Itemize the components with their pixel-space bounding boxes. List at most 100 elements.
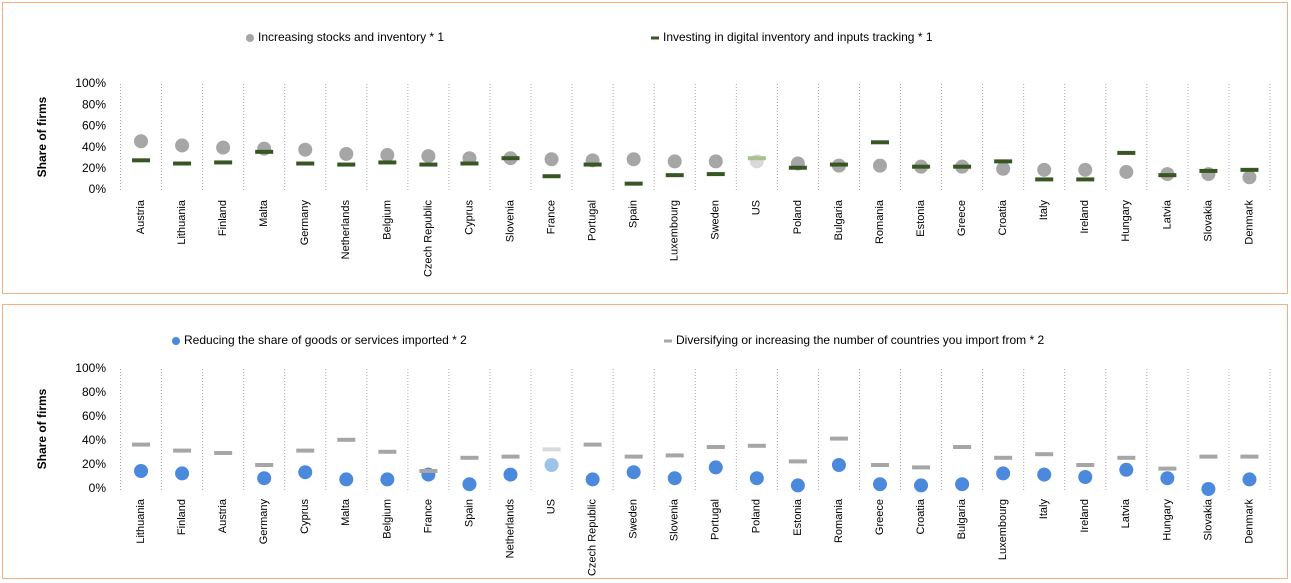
x-tick-label: Germany	[258, 499, 270, 545]
dot	[297, 464, 314, 481]
y-tick-label: 40%	[82, 433, 106, 447]
dot	[830, 457, 847, 473]
x-tick-label: Sweden	[710, 200, 722, 240]
dash	[994, 159, 1013, 164]
dash	[1076, 463, 1095, 467]
dot	[1118, 163, 1135, 180]
x-tick-label: Spain	[463, 499, 475, 527]
dot	[133, 133, 150, 150]
dash	[912, 465, 931, 470]
x-tick-label: Slovakia	[1202, 498, 1214, 540]
x-tick-label: Croatia	[997, 199, 1009, 235]
dash	[1240, 167, 1259, 172]
y-tick-label: 100%	[75, 76, 106, 90]
x-tick-label: Malta	[258, 199, 270, 227]
dot	[379, 147, 396, 164]
x-tick-label: Hungary	[1161, 499, 1173, 541]
dot	[256, 140, 273, 157]
dash	[870, 140, 889, 145]
x-tick-label: Lithuania	[135, 498, 147, 544]
x-tick-label: Italy	[1038, 200, 1050, 221]
x-tick-label: Netherlands	[340, 200, 352, 260]
dot	[543, 457, 560, 473]
x-tick-label: Croatia	[915, 498, 927, 534]
legend-marker	[172, 337, 180, 345]
y-axis-title: Share of firms	[35, 96, 49, 177]
dot	[1200, 481, 1217, 497]
dash	[337, 437, 356, 442]
dot	[1241, 471, 1258, 488]
dash	[460, 161, 479, 166]
dash	[665, 173, 684, 178]
x-tick-label: US	[751, 200, 763, 215]
dash	[994, 455, 1013, 460]
legend-marker	[664, 339, 672, 343]
dash	[912, 164, 931, 169]
x-tick-label: Ireland	[1079, 499, 1091, 533]
dot	[338, 471, 355, 488]
x-tick-label: Estonia	[792, 498, 804, 536]
x-tick-label: Spain	[628, 200, 640, 228]
dash	[296, 161, 315, 166]
x-tick-label: Italy	[1038, 499, 1050, 520]
x-tick-label: Romania	[874, 199, 886, 244]
legend-label: Investing in digital inventory and input…	[663, 30, 933, 44]
dot	[461, 476, 478, 493]
dot	[748, 470, 765, 487]
dot	[789, 477, 806, 494]
x-tick-label: Cyprus	[299, 499, 311, 534]
x-tick-label: US	[545, 499, 557, 514]
dash	[706, 445, 725, 449]
dash	[624, 181, 643, 186]
dot	[1118, 461, 1135, 478]
y-tick-label: 60%	[82, 409, 106, 423]
x-tick-label: Denmark	[1243, 200, 1255, 245]
dash	[624, 454, 643, 459]
x-tick-label: Latvia	[1161, 199, 1173, 229]
dash	[583, 442, 602, 447]
x-tick-label: Cyprus	[463, 200, 475, 235]
dot	[666, 153, 683, 170]
dash	[255, 149, 274, 154]
dot	[995, 160, 1012, 177]
dot	[297, 141, 314, 158]
dash	[1117, 150, 1136, 155]
dash	[1199, 168, 1218, 173]
dash	[542, 174, 561, 179]
dot	[707, 153, 724, 170]
x-tick-label: Finland	[176, 499, 188, 535]
dot	[625, 151, 642, 168]
x-tick-label: Ireland	[1079, 200, 1091, 234]
x-tick-label: Sweden	[628, 499, 640, 539]
x-tick-label: Slovenia	[669, 498, 681, 541]
dash	[1035, 452, 1054, 457]
dash	[788, 165, 807, 170]
dash	[1158, 173, 1177, 178]
dot	[625, 464, 642, 481]
y-tick-label: 80%	[82, 385, 106, 399]
dash	[747, 443, 766, 448]
dot	[1036, 161, 1053, 178]
legend-label: Diversifying or increasing the number of…	[676, 333, 1044, 347]
x-tick-label: Czech Republic	[587, 499, 599, 577]
dash	[953, 164, 972, 169]
dash	[419, 469, 438, 473]
dot	[1200, 166, 1217, 183]
dash	[665, 453, 684, 458]
dot	[954, 476, 971, 493]
x-tick-label: Luxembourg	[997, 499, 1009, 560]
x-tick-label: Hungary	[1120, 200, 1132, 242]
x-tick-label: Austria	[135, 199, 147, 234]
dot	[420, 148, 437, 165]
dash	[255, 463, 274, 467]
dot	[1241, 169, 1258, 186]
dash	[501, 156, 520, 161]
x-tick-label: Austria	[217, 498, 229, 533]
x-tick-label: France	[545, 200, 557, 234]
dash	[583, 162, 602, 167]
dot	[174, 137, 191, 154]
dash	[829, 162, 848, 167]
dash	[706, 172, 725, 177]
dot	[338, 145, 355, 162]
